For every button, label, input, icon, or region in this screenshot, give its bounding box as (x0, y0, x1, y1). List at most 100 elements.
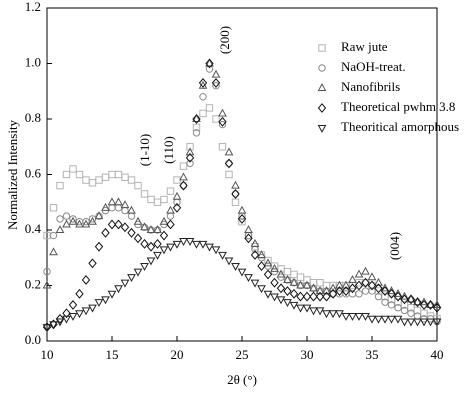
data-point (68, 216, 78, 225)
data-point (419, 297, 429, 306)
data-point (88, 304, 97, 313)
data-point (367, 280, 377, 291)
annotation: (1-10) (137, 134, 152, 167)
data-point (264, 256, 272, 265)
data-point (147, 195, 155, 204)
data-point (374, 315, 383, 324)
data-point (94, 299, 104, 308)
data-point (419, 318, 429, 327)
data-point (75, 310, 84, 319)
data-point (94, 241, 104, 252)
y-tick-label: 0.2 (25, 276, 41, 291)
data-point (133, 233, 143, 244)
data-point (62, 212, 71, 220)
data-point (354, 312, 364, 321)
data-point (198, 77, 208, 88)
data-point (107, 197, 117, 206)
data-point (335, 286, 344, 296)
data-point (166, 219, 175, 230)
data-point (179, 180, 188, 191)
data-point (296, 304, 305, 313)
data-point (146, 257, 156, 266)
data-point (127, 176, 136, 184)
x-tick-label: 15 (106, 347, 119, 362)
data-point (387, 286, 396, 295)
data-point (426, 300, 435, 308)
data-point (159, 246, 169, 255)
data-point (114, 285, 123, 294)
data-point (406, 294, 416, 303)
data-point (348, 290, 357, 298)
data-point (55, 313, 65, 324)
data-point (81, 275, 91, 285)
data-point (244, 231, 253, 240)
data-point (257, 250, 266, 259)
data-point (218, 120, 227, 129)
data-point (348, 281, 357, 290)
x-tick-label: 40 (431, 347, 444, 362)
data-point (224, 158, 234, 169)
data-point (224, 147, 234, 156)
data-point (231, 263, 240, 271)
data-point (133, 216, 143, 225)
data-point (238, 217, 246, 226)
data-point (205, 58, 214, 67)
data-point (120, 200, 130, 209)
data-point (185, 147, 195, 156)
data-point (205, 104, 214, 112)
data-point (101, 227, 110, 238)
data-point (166, 212, 175, 220)
data-point (283, 267, 292, 276)
data-point (328, 288, 338, 299)
data-point (120, 222, 130, 233)
data-point (348, 275, 357, 284)
data-point (309, 291, 318, 302)
data-point (114, 204, 123, 212)
data-point (55, 318, 65, 327)
data-point (290, 270, 298, 279)
data-point (309, 307, 318, 316)
data-point (406, 318, 416, 327)
data-point (199, 109, 207, 118)
annotation: (200) (217, 26, 232, 54)
data-point (361, 277, 370, 288)
data-point (231, 180, 240, 189)
data-point (283, 275, 292, 284)
data-point (302, 291, 312, 302)
data-point (237, 213, 247, 224)
data-point (400, 306, 409, 315)
data-point (374, 277, 383, 286)
data-point (211, 69, 221, 78)
data-point (160, 195, 168, 204)
data-point (419, 299, 429, 310)
data-point (244, 233, 253, 244)
data-point (43, 267, 51, 276)
legend-label: Theoretical pwhm 3.8 (341, 99, 455, 114)
data-point (127, 274, 136, 283)
data-point (173, 176, 181, 184)
data-point (49, 204, 58, 212)
data-point (205, 58, 214, 69)
data-point (205, 65, 214, 73)
data-point (114, 219, 123, 230)
data-point (374, 292, 383, 301)
data-point (75, 170, 84, 179)
data-point (179, 238, 188, 246)
data-point (276, 269, 286, 278)
data-point (133, 268, 143, 277)
data-point (361, 287, 370, 295)
data-point (62, 219, 71, 228)
data-point (426, 299, 435, 310)
data-point (380, 315, 390, 324)
data-point (153, 251, 162, 260)
y-tick-label: 0.8 (25, 110, 41, 125)
data-point (107, 219, 117, 230)
data-point (185, 152, 195, 163)
data-point (244, 225, 253, 234)
data-point (82, 176, 90, 184)
data-point (211, 77, 221, 88)
data-point (432, 300, 442, 308)
data-point (361, 266, 370, 275)
data-point (250, 250, 260, 260)
x-tick-label: 20 (171, 347, 184, 362)
